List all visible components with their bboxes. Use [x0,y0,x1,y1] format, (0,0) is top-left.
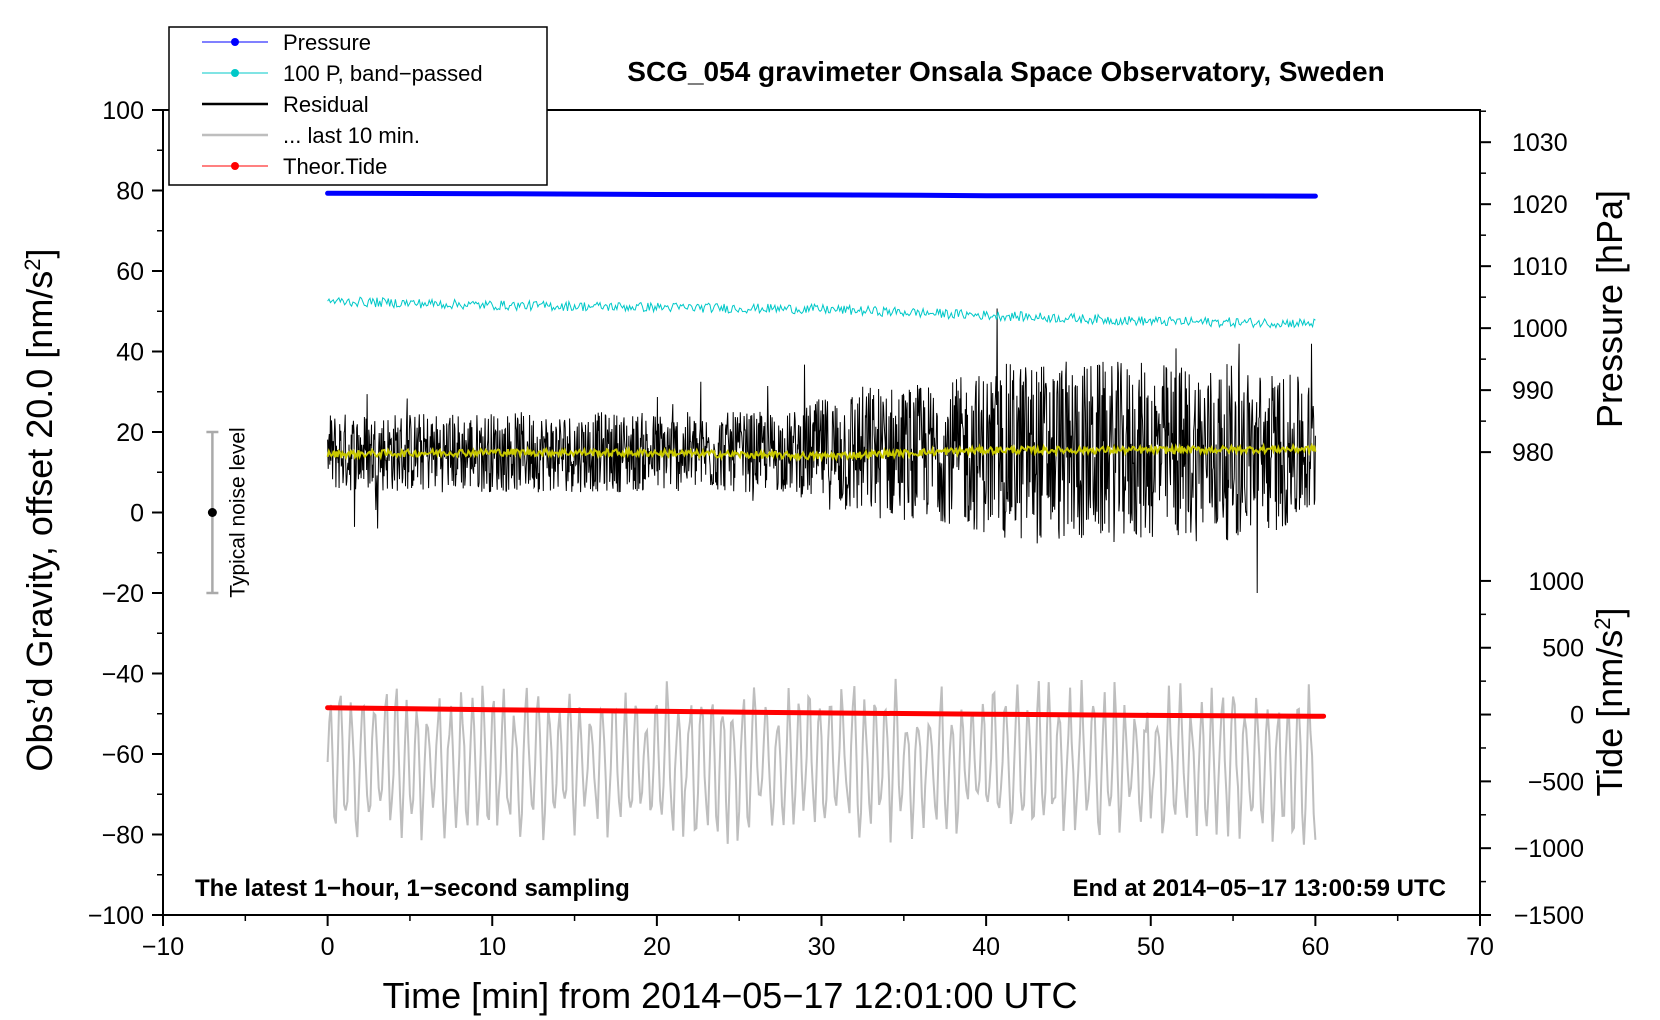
y-tick-label: −20 [102,580,144,608]
noise-level-label: Typical noise level [226,427,249,597]
x-tick-label: −10 [142,933,184,961]
y-tick-label: −60 [102,741,144,769]
x-tick-label: 0 [321,933,335,961]
tide-tick-label: 0 [1570,702,1584,730]
legend-label: Theor.Tide [283,154,387,179]
chart-title: SCG_054 gravimeter Onsala Space Observat… [627,56,1384,87]
tide-tick-label: −500 [1528,768,1584,796]
tide-tick-label: 1000 [1528,568,1584,596]
x-tick-label: 40 [972,933,1000,961]
pressure-tick-label: 1010 [1512,253,1568,281]
series-layer [325,190,1327,845]
series-residual-smoothed [326,442,1317,463]
pressure-tick-label: 990 [1512,377,1554,405]
pressure-tick-label: 1000 [1512,315,1568,343]
pressure-tick-label: 980 [1512,439,1554,467]
legend-swatch-marker [231,162,239,170]
noise-center-dot [207,508,217,517]
y-tick-label: 60 [116,258,144,286]
pressure-axis-title: Pressure [hPa] [1589,190,1630,428]
y-tick-label: −40 [102,661,144,689]
axes-layer: −10 0 10 20 30 40 50 60 70−100−80−60−40−20020406… [88,97,1584,961]
legend-swatch-marker [231,69,239,77]
end-time-annotation: End at 2014−05−17 13:00:59 UTC [1072,875,1446,902]
x-tick-label: 70 [1466,933,1494,961]
legend-item: Theor.Tide [202,154,387,179]
pressure-tick-label: 1020 [1512,191,1568,219]
x-axis-title: Time [min] from 2014−05−17 12:01:00 UTC [382,975,1077,1016]
legend-label: ... last 10 min. [283,123,420,148]
tide-tick-label: −1000 [1514,835,1584,863]
x-tick-label: 30 [808,933,836,961]
legend-item: 100 P, band−passed [202,61,483,86]
legend: Pressure 100 P, band−passed Residual ... la… [168,26,548,186]
pressure-tick-label: 1030 [1512,129,1568,157]
noise-level-indicator: Typical noise level [206,427,249,598]
legend-item: Pressure [202,30,371,55]
tide-axis-title: Tide [nm/s2] [1589,608,1630,797]
legend-swatch-marker [231,38,239,46]
x-tick-label: 10 [478,933,506,961]
series-band-passed-pressure [327,296,1316,330]
legend-label: Residual [283,92,369,117]
series-theor-tide [325,705,1327,719]
sampling-annotation: The latest 1−hour, 1−second sampling [195,875,630,902]
y-tick-label: 40 [116,339,144,367]
y-tick-label: 80 [116,178,144,206]
y-tick-label: 100 [102,97,144,125]
y-tick-label: −80 [102,822,144,850]
x-tick-label: 20 [643,933,671,961]
legend-label: 100 P, band−passed [283,61,483,86]
tide-tick-label: −1500 [1514,902,1584,930]
y-tick-label: −100 [88,902,144,930]
legend-label: Pressure [283,30,371,55]
x-tick-label: 60 [1301,933,1329,961]
tide-tick-label: 500 [1542,635,1584,663]
legend-item: ... last 10 min. [202,123,420,148]
y-axis-title: Obs’d Gravity, offset 20.0 [nm/s2] [19,248,60,771]
y-tick-label: 20 [116,419,144,447]
legend-item: Residual [202,92,369,117]
legend-box [168,26,548,186]
y-tick-label: 0 [130,500,144,528]
series-pressure [325,190,1318,199]
x-tick-label: 50 [1137,933,1165,961]
